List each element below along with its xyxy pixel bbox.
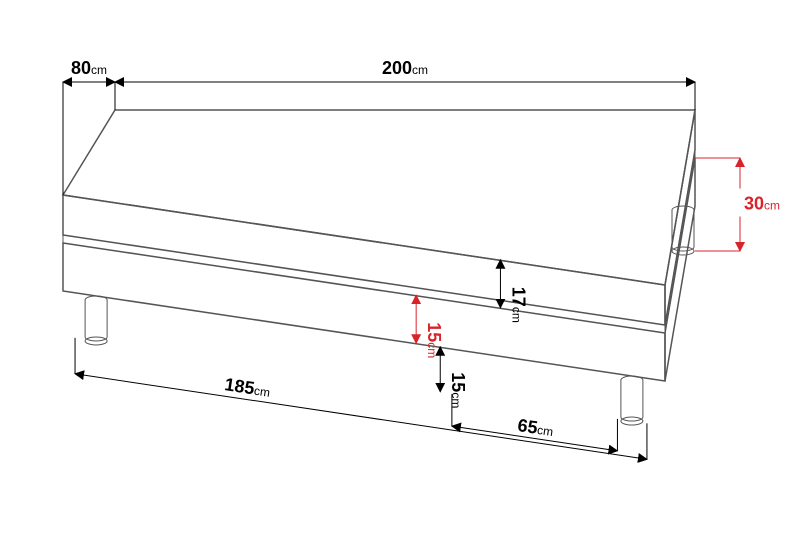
svg-text:17cm: 17cm <box>508 287 528 323</box>
dim-label: 15cm <box>424 322 444 358</box>
bed-diagram <box>63 110 695 425</box>
dim-value: 80 <box>71 58 91 78</box>
dim-unit: cm <box>412 63 428 77</box>
dim-unit: cm <box>91 63 107 77</box>
dim-value: 30 <box>744 194 764 214</box>
dim-label: 200cm <box>382 58 428 78</box>
dim-label: 15cm <box>448 372 468 408</box>
dim-label: 17cm <box>508 287 528 323</box>
dim-value: 17 <box>508 287 528 307</box>
dim-unit: cm <box>425 342 439 358</box>
svg-text:15cm: 15cm <box>448 372 468 408</box>
dim-unit: cm <box>449 392 463 408</box>
dim-label: 80cm <box>71 58 107 78</box>
dim-value: 15 <box>424 322 444 342</box>
dim-unit: cm <box>253 384 271 400</box>
dim-value: 15 <box>448 372 468 392</box>
svg-text:200cm: 200cm <box>382 58 428 78</box>
svg-text:30cm: 30cm <box>744 194 780 214</box>
dim-unit: cm <box>509 307 523 323</box>
dim-unit: cm <box>536 423 554 439</box>
svg-text:80cm: 80cm <box>71 58 107 78</box>
dim-label: 30cm <box>744 194 780 214</box>
svg-text:15cm: 15cm <box>424 322 444 358</box>
dim-value: 200 <box>382 58 412 78</box>
dim-value: 185 <box>223 374 256 398</box>
dim-unit: cm <box>764 199 780 213</box>
